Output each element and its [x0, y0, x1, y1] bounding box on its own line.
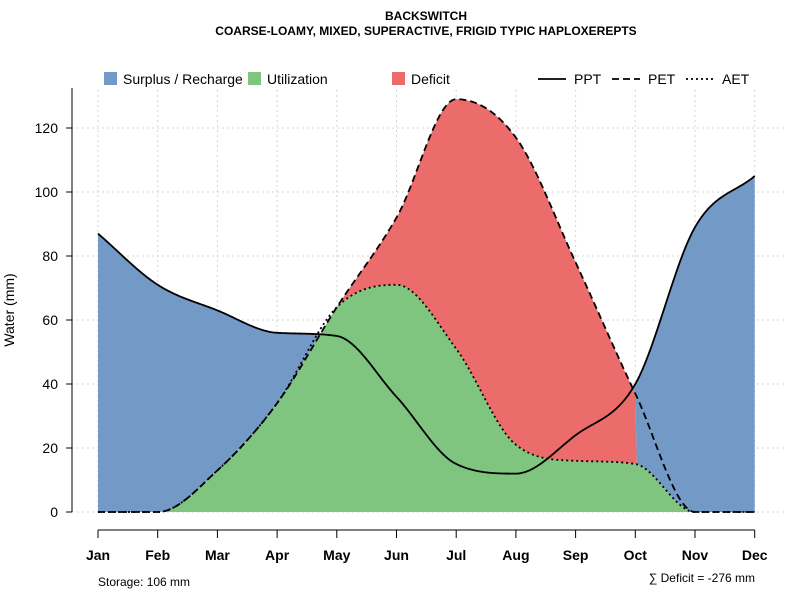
- axes: 0 20 40 60 80 100 120 Jan Feb Mar Apr May Jun Jul Aug S…: [35, 88, 768, 563]
- x-tick-label: Sep: [563, 547, 589, 563]
- y-tick-label: 100: [35, 184, 59, 200]
- y-tick-label: 0: [50, 504, 58, 520]
- x-tick-label: Jan: [86, 547, 110, 563]
- chart-subtitle: COARSE-LOAMY, MIXED, SUPERACTIVE, FRIGID…: [215, 24, 636, 38]
- series-lines: [97, 98, 756, 513]
- x-tick-label: Feb: [145, 547, 170, 563]
- x-tick-label: Nov: [682, 547, 709, 563]
- x-tick-label: Apr: [265, 547, 290, 563]
- legend-label: AET: [722, 71, 750, 87]
- chart-title: BACKSWITCH: [385, 9, 467, 23]
- storage-label: Storage: 106 mm: [98, 575, 190, 589]
- x-tick-label: Dec: [742, 547, 768, 563]
- legend-swatch: [392, 72, 405, 85]
- deficit-label: ∑ Deficit = -276 mm: [649, 571, 755, 585]
- y-axis-label: Water (mm): [1, 273, 17, 346]
- x-tick-label: Mar: [205, 547, 230, 563]
- y-tick-label: 120: [35, 120, 59, 136]
- surplus-recharge-area: [98, 99, 755, 512]
- x-tick-label: Jul: [446, 547, 466, 563]
- ppt-line: [97, 175, 756, 475]
- x-tick-label: Aug: [502, 547, 529, 563]
- y-tick-label: 20: [42, 440, 58, 456]
- aet-line: [98, 283, 755, 513]
- legend-swatch: [248, 72, 261, 85]
- legend-label: PET: [648, 71, 676, 87]
- x-tick-label: May: [323, 547, 350, 563]
- legend: Surplus / Recharge Utilization Deficit PPT P…: [104, 71, 750, 87]
- y-tick-label: 80: [42, 248, 58, 264]
- legend-label: Utilization: [267, 71, 328, 87]
- legend-swatch: [104, 72, 117, 85]
- x-tick-label: Jun: [384, 547, 409, 563]
- y-tick-label: 40: [42, 376, 58, 392]
- legend-label: Surplus / Recharge: [123, 71, 243, 87]
- x-tick-label: Oct: [624, 547, 648, 563]
- utilization-area: [98, 284, 755, 512]
- legend-label: PPT: [574, 71, 602, 87]
- pet-line: [98, 98, 755, 513]
- y-tick-label: 60: [42, 312, 58, 328]
- legend-label: Deficit: [411, 71, 450, 87]
